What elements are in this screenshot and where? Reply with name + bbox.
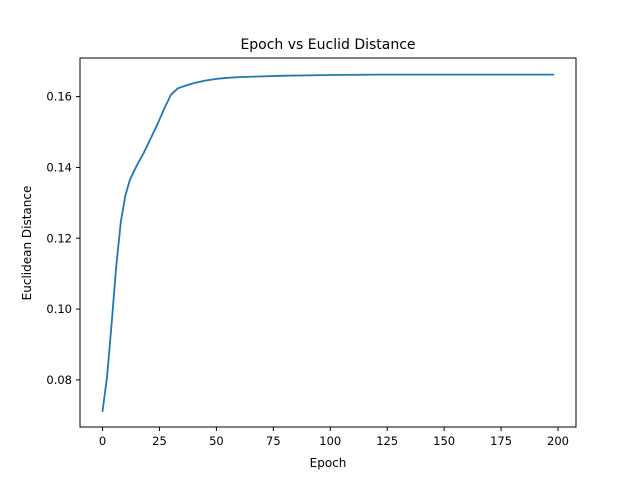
x-axis-label: Epoch (310, 456, 347, 470)
x-tick-label: 50 (209, 434, 224, 448)
x-tick-label: 150 (433, 434, 455, 448)
x-tick-label: 200 (547, 434, 569, 448)
x-tick-label: 25 (152, 434, 167, 448)
y-tick-label: 0.10 (46, 302, 72, 316)
series-line-0 (101, 73, 555, 412)
y-tick-label: 0.16 (46, 90, 72, 104)
axes-frame (79, 57, 577, 428)
x-tick-label: 0 (99, 434, 106, 448)
x-tick-label: 100 (319, 434, 341, 448)
chart-title: Epoch vs Euclid Distance (240, 37, 415, 53)
x-tick-label: 75 (266, 434, 281, 448)
y-tick-label: 0.14 (46, 160, 72, 174)
axis-ticks: 0 25 50 75 100 125 150 175 200 0.08 0.10 0.12 0.14 0.… (46, 90, 569, 448)
y-tick-label: 0.12 (46, 231, 72, 245)
y-tick-label: 0.08 (46, 373, 72, 387)
plot-area (101, 73, 555, 412)
y-axis-label: Euclidean Distance (20, 186, 34, 301)
x-tick-label: 125 (376, 434, 398, 448)
x-tick-label: 175 (490, 434, 512, 448)
